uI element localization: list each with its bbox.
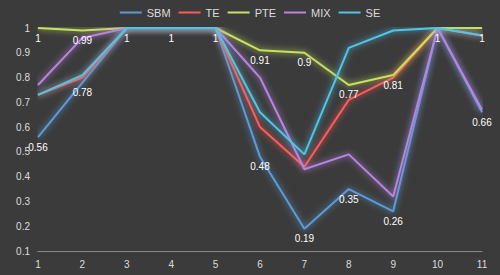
svg-text:0.26: 0.26 [383, 216, 403, 227]
svg-text:1: 1 [35, 33, 41, 44]
svg-text:1: 1 [124, 33, 130, 44]
svg-text:0.4: 0.4 [16, 171, 30, 182]
svg-text:0.3: 0.3 [16, 196, 30, 207]
svg-text:0.66: 0.66 [472, 117, 492, 128]
svg-text:11: 11 [477, 259, 488, 270]
svg-text:1: 1 [168, 33, 174, 44]
svg-text:6: 6 [257, 259, 263, 270]
svg-text:SBM: SBM [147, 7, 171, 19]
svg-text:0.91: 0.91 [250, 55, 270, 66]
svg-text:1: 1 [479, 33, 485, 44]
svg-text:0.81: 0.81 [383, 80, 403, 91]
svg-text:0.9: 0.9 [297, 57, 311, 68]
svg-text:MIX: MIX [311, 7, 331, 19]
svg-text:8: 8 [346, 259, 352, 270]
svg-text:5: 5 [213, 259, 219, 270]
svg-text:0.8: 0.8 [16, 72, 30, 83]
svg-text:3: 3 [124, 259, 130, 270]
svg-text:0.78: 0.78 [73, 87, 93, 98]
svg-text:0.2: 0.2 [16, 221, 30, 232]
svg-text:0.6: 0.6 [16, 122, 30, 133]
svg-text:SE: SE [366, 7, 381, 19]
svg-text:2: 2 [80, 259, 86, 270]
svg-text:PTE: PTE [255, 7, 276, 19]
svg-text:0.56: 0.56 [28, 142, 48, 153]
svg-text:1: 1 [35, 259, 41, 270]
svg-text:1: 1 [435, 33, 441, 44]
svg-text:7: 7 [302, 259, 308, 270]
svg-text:0.19: 0.19 [295, 233, 315, 244]
svg-text:0.5: 0.5 [16, 146, 30, 158]
svg-text:10: 10 [432, 259, 444, 270]
svg-text:0.99: 0.99 [73, 35, 93, 46]
svg-text:4: 4 [168, 259, 174, 270]
svg-text:0.1: 0.1 [16, 246, 30, 257]
svg-text:0.48: 0.48 [250, 161, 270, 172]
svg-text:0.77: 0.77 [339, 89, 359, 100]
svg-text:0.7: 0.7 [16, 97, 30, 108]
svg-text:0.35: 0.35 [339, 194, 359, 205]
svg-text:9: 9 [390, 259, 396, 270]
svg-text:1: 1 [213, 33, 219, 44]
svg-text:0.9: 0.9 [16, 47, 30, 58]
svg-text:TE: TE [206, 7, 220, 19]
svg-text:1: 1 [24, 23, 30, 34]
